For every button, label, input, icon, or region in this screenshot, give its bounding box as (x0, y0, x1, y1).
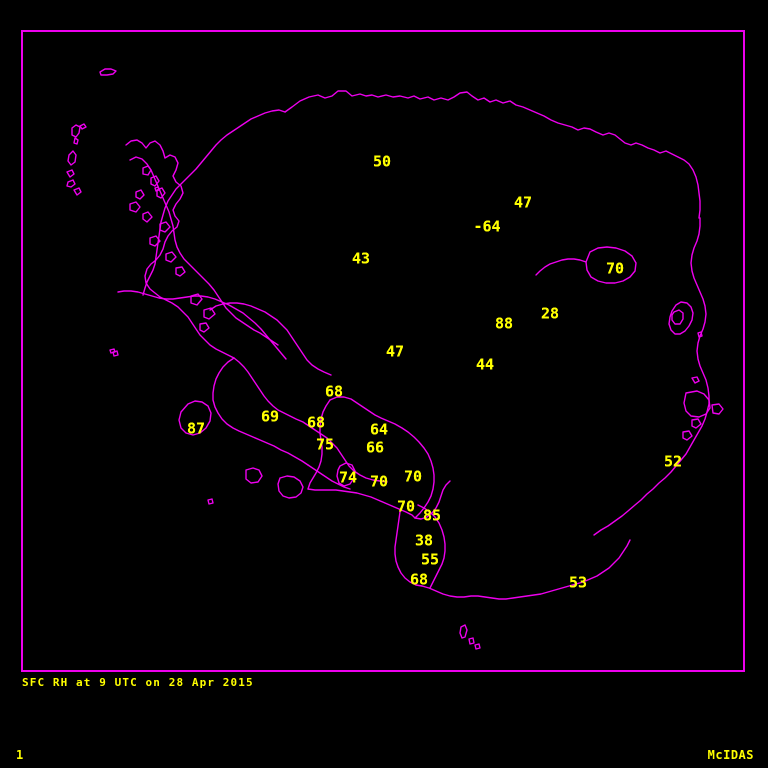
observation-value: 55 (420, 550, 440, 569)
observation-value: 47 (385, 342, 405, 361)
map-caption: SFC RH at 9 UTC on 28 Apr 2015 (22, 676, 254, 689)
observation-value: 44 (475, 355, 495, 374)
observation-value: 74 (338, 468, 358, 487)
observation-value: 88 (494, 314, 514, 333)
observation-value: 68 (324, 382, 344, 401)
observation-value: 70 (605, 259, 625, 278)
observation-value: 38 (414, 531, 434, 550)
observation-value: 85 (422, 506, 442, 525)
frame-number-label: 1 (16, 748, 24, 762)
observation-value: 69 (260, 407, 280, 426)
observation-value: 47 (513, 193, 533, 212)
map-border-frame (21, 30, 745, 672)
observation-value: 66 (365, 438, 385, 457)
observation-value: 70 (396, 497, 416, 516)
mcidas-brand-label: McIDAS (707, 748, 754, 762)
observation-value: 52 (663, 452, 683, 471)
observation-value: 87 (186, 419, 206, 438)
observation-value: -64 (473, 217, 501, 236)
observation-value: 68 (306, 413, 326, 432)
observation-value: 43 (351, 249, 371, 268)
observation-value: 64 (369, 420, 389, 439)
observation-value: 75 (315, 435, 335, 454)
observation-value: 53 (568, 573, 588, 592)
observation-value: 28 (540, 304, 560, 323)
observation-value: 70 (403, 467, 423, 486)
observation-value: 50 (372, 152, 392, 171)
observation-value: 68 (409, 570, 429, 589)
observation-value: 70 (369, 472, 389, 491)
